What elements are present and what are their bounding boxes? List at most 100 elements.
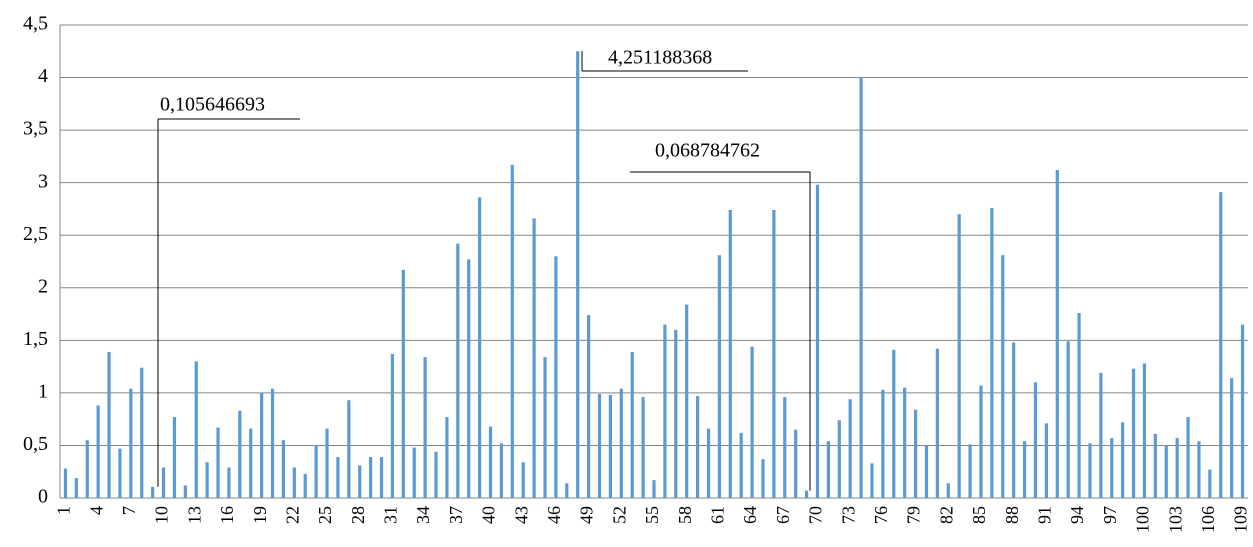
bar	[892, 349, 896, 498]
bar	[74, 478, 78, 498]
x-tick-label: 91	[1034, 506, 1054, 524]
bar	[107, 351, 111, 498]
x-tick-label: 70	[806, 506, 826, 524]
bar	[434, 451, 438, 498]
bar	[576, 51, 580, 499]
bar	[837, 420, 841, 498]
bar	[1110, 438, 1114, 498]
bar	[565, 483, 569, 498]
x-tick-label: 109	[1231, 506, 1251, 533]
bar	[706, 428, 711, 498]
bar	[826, 441, 830, 498]
bar	[543, 357, 547, 498]
bar	[674, 329, 678, 498]
x-tick-label: 97	[1100, 506, 1120, 524]
bar	[423, 357, 427, 498]
bar	[913, 409, 918, 498]
bar	[1012, 342, 1016, 498]
x-tick-label: 10	[152, 506, 172, 524]
bar	[499, 443, 504, 498]
bar	[1001, 255, 1005, 498]
bar	[401, 269, 405, 498]
x-tick-label: 106	[1198, 506, 1218, 533]
bar	[1186, 417, 1190, 498]
x-tick-label: 64	[740, 506, 760, 524]
bar	[390, 353, 395, 498]
bar	[281, 440, 286, 498]
x-tick-label: 94	[1067, 506, 1087, 524]
y-tick-label: 1,5	[23, 328, 48, 350]
bar	[630, 351, 634, 498]
bar	[739, 432, 743, 498]
bar	[1088, 443, 1092, 498]
bar	[1121, 422, 1125, 498]
bar	[358, 465, 362, 498]
x-tick-label: 61	[708, 506, 728, 524]
x-tick-label: 55	[642, 506, 662, 524]
y-tick-label: 2	[38, 275, 48, 297]
bar	[717, 255, 721, 498]
bar	[1077, 313, 1081, 498]
bar	[1240, 324, 1245, 498]
bar	[96, 405, 100, 498]
x-tick-label: 58	[675, 506, 695, 524]
bar	[129, 388, 133, 498]
bar	[325, 428, 329, 498]
bar	[532, 218, 536, 498]
x-tick-label: 79	[904, 506, 924, 524]
y-tick-label: 4,5	[23, 13, 48, 35]
bar	[303, 473, 307, 498]
bar	[369, 457, 373, 498]
bar	[172, 417, 177, 498]
bar	[1066, 341, 1070, 498]
bar	[1219, 192, 1223, 499]
x-tick-label: 31	[381, 506, 401, 524]
bar	[1175, 438, 1179, 498]
y-tick-label: 1	[38, 380, 48, 402]
bar	[216, 427, 220, 498]
bar	[848, 399, 852, 498]
bar	[292, 467, 296, 498]
bar	[1055, 170, 1059, 498]
bar	[347, 400, 351, 498]
x-tick-label: 67	[773, 506, 793, 524]
bar	[1230, 378, 1234, 498]
bar	[478, 197, 482, 499]
bar	[619, 388, 623, 498]
bar	[270, 388, 275, 498]
y-tick-label: 0	[38, 486, 48, 508]
bar	[597, 393, 602, 498]
bar	[1131, 368, 1136, 498]
bar	[521, 462, 525, 498]
bar	[183, 485, 187, 498]
bar	[227, 467, 231, 498]
bar	[794, 429, 798, 498]
bar	[968, 444, 972, 498]
data-label: 0,068784762	[655, 140, 760, 162]
bar	[750, 346, 754, 498]
x-tick-label: 76	[871, 506, 891, 524]
x-tick-label: 1	[54, 506, 74, 515]
x-tick-label: 13	[184, 506, 204, 524]
x-tick-label: 100	[1133, 506, 1153, 533]
y-tick-label: 0,5	[23, 433, 48, 455]
data-label: 0,105646693	[160, 94, 265, 116]
bar	[194, 361, 198, 498]
bar	[1044, 423, 1048, 498]
bar	[260, 392, 264, 498]
bar	[728, 209, 732, 499]
bar	[488, 426, 493, 498]
bar	[118, 448, 122, 498]
bar	[946, 483, 950, 498]
bar	[903, 387, 907, 498]
bar	[1208, 469, 1212, 498]
data-label: 4,251188368	[608, 47, 712, 69]
bar	[815, 184, 820, 498]
bar	[641, 397, 645, 498]
bar	[336, 457, 340, 498]
x-tick-label: 34	[413, 506, 433, 524]
bar	[249, 428, 253, 498]
bar	[1164, 445, 1168, 498]
